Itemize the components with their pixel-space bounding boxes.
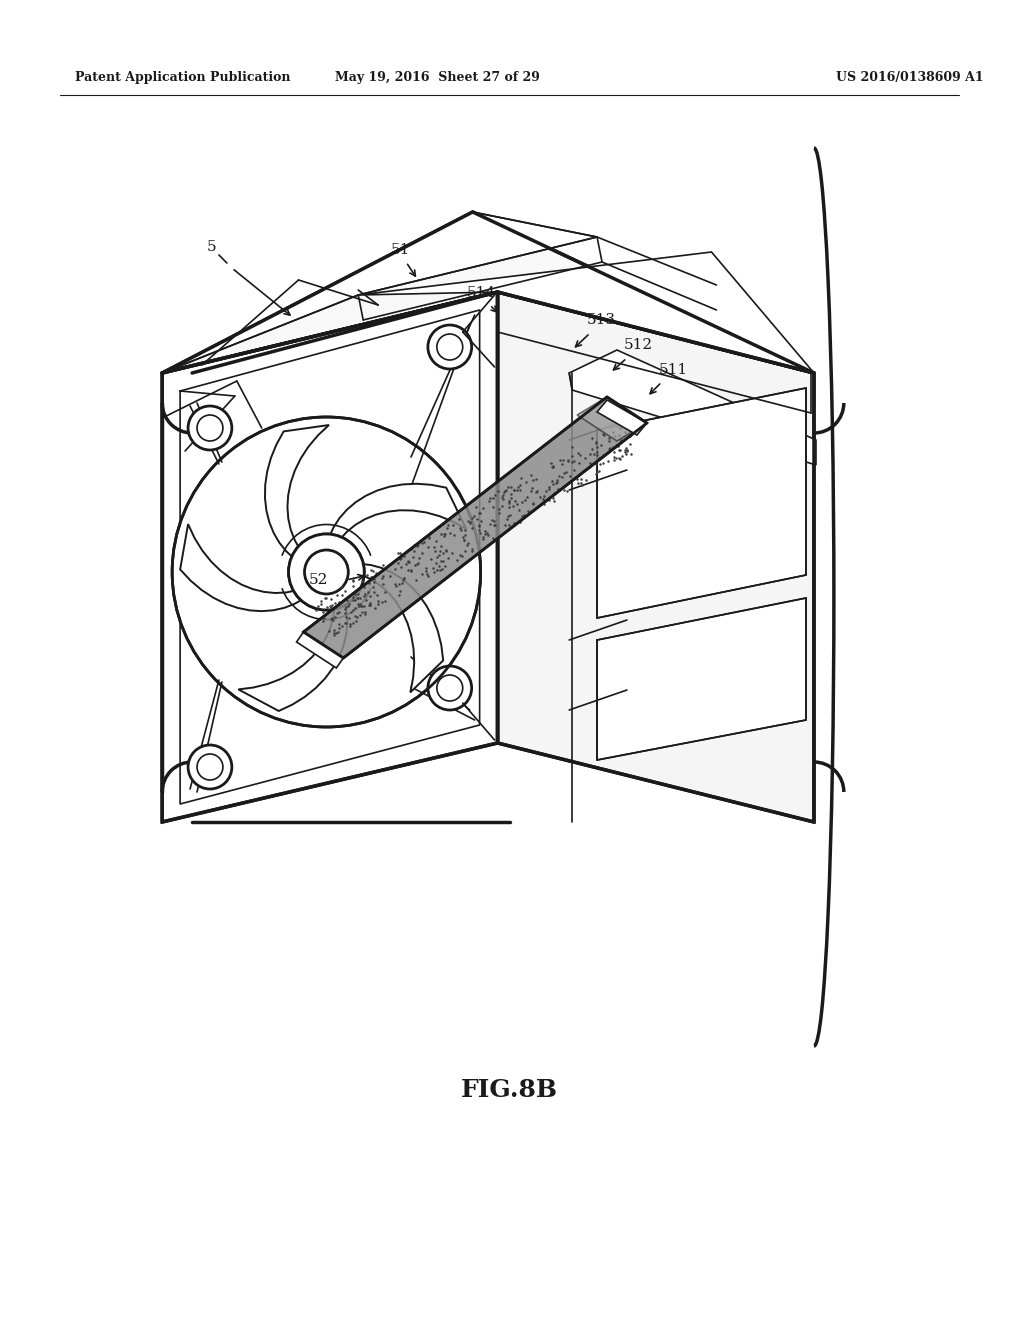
Circle shape xyxy=(437,675,463,701)
Circle shape xyxy=(428,667,472,710)
Text: 512: 512 xyxy=(624,338,653,352)
Text: 513: 513 xyxy=(587,313,616,327)
Circle shape xyxy=(289,535,365,610)
Polygon shape xyxy=(239,593,347,711)
Polygon shape xyxy=(162,213,597,374)
Circle shape xyxy=(197,754,223,780)
Text: 514: 514 xyxy=(467,286,497,300)
Polygon shape xyxy=(498,292,814,822)
Circle shape xyxy=(172,417,480,727)
Polygon shape xyxy=(578,397,647,441)
Polygon shape xyxy=(162,213,814,374)
Text: 52: 52 xyxy=(309,573,329,587)
Polygon shape xyxy=(297,632,343,668)
Circle shape xyxy=(437,334,463,360)
Polygon shape xyxy=(265,425,329,564)
Text: Patent Application Publication: Patent Application Publication xyxy=(75,71,290,84)
Polygon shape xyxy=(162,292,498,822)
Circle shape xyxy=(188,407,231,450)
Circle shape xyxy=(188,744,231,789)
Polygon shape xyxy=(358,252,814,374)
Text: 5: 5 xyxy=(207,240,217,253)
Circle shape xyxy=(289,535,365,610)
Circle shape xyxy=(428,325,472,370)
Text: May 19, 2016  Sheet 27 of 29: May 19, 2016 Sheet 27 of 29 xyxy=(336,71,541,84)
Polygon shape xyxy=(303,397,647,657)
Polygon shape xyxy=(597,598,806,760)
Polygon shape xyxy=(180,524,311,611)
Polygon shape xyxy=(597,388,806,618)
Circle shape xyxy=(304,550,348,594)
Text: 51: 51 xyxy=(390,243,410,257)
Text: US 2016/0138609 A1: US 2016/0138609 A1 xyxy=(836,71,983,84)
Text: 511: 511 xyxy=(658,363,688,378)
Polygon shape xyxy=(569,350,816,465)
Polygon shape xyxy=(350,564,443,693)
Polygon shape xyxy=(327,483,466,548)
Circle shape xyxy=(304,550,348,594)
Polygon shape xyxy=(597,400,647,436)
Circle shape xyxy=(197,414,223,441)
Text: FIG.8B: FIG.8B xyxy=(461,1078,558,1102)
